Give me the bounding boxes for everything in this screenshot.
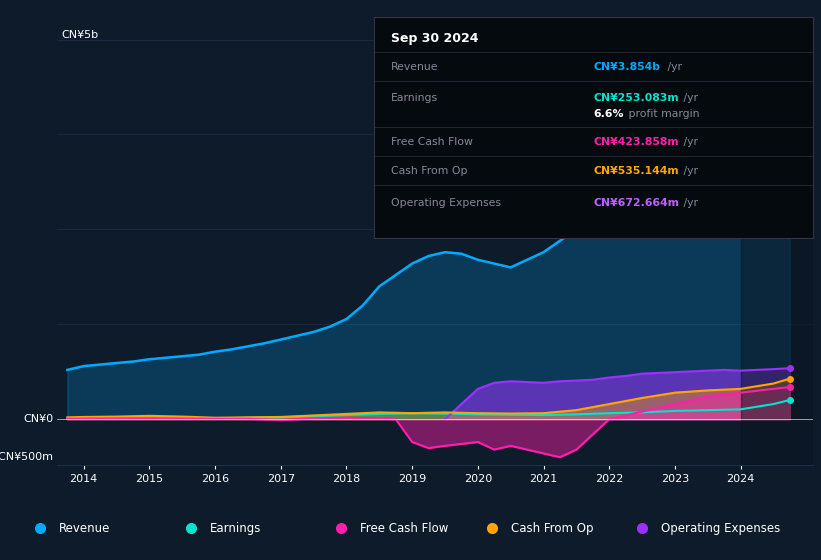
Text: Earnings: Earnings <box>210 521 261 535</box>
Text: Sep 30 2024: Sep 30 2024 <box>391 32 479 45</box>
Text: /yr: /yr <box>664 62 682 72</box>
Text: /yr: /yr <box>680 166 698 175</box>
Bar <box>741 17 813 465</box>
Text: Cash From Op: Cash From Op <box>391 166 468 175</box>
Text: CN¥253.083m: CN¥253.083m <box>594 92 679 102</box>
Text: Earnings: Earnings <box>391 92 438 102</box>
Text: Cash From Op: Cash From Op <box>511 521 594 535</box>
Text: CN¥672.664m: CN¥672.664m <box>594 198 679 208</box>
Text: CN¥0: CN¥0 <box>24 414 53 424</box>
Text: Free Cash Flow: Free Cash Flow <box>391 137 473 147</box>
Text: -CN¥500m: -CN¥500m <box>0 452 53 462</box>
Text: CN¥5b: CN¥5b <box>62 30 99 40</box>
Text: CN¥423.858m: CN¥423.858m <box>594 137 679 147</box>
Text: Operating Expenses: Operating Expenses <box>662 521 781 535</box>
Text: CN¥535.144m: CN¥535.144m <box>594 166 679 175</box>
Text: Free Cash Flow: Free Cash Flow <box>360 521 449 535</box>
Text: /yr: /yr <box>680 92 698 102</box>
Text: 6.6%: 6.6% <box>594 109 624 119</box>
Text: CN¥3.854b: CN¥3.854b <box>594 62 660 72</box>
Text: /yr: /yr <box>680 137 698 147</box>
Text: profit margin: profit margin <box>625 109 699 119</box>
Text: Revenue: Revenue <box>59 521 111 535</box>
Text: Revenue: Revenue <box>391 62 438 72</box>
Text: /yr: /yr <box>680 198 698 208</box>
Text: Operating Expenses: Operating Expenses <box>391 198 501 208</box>
